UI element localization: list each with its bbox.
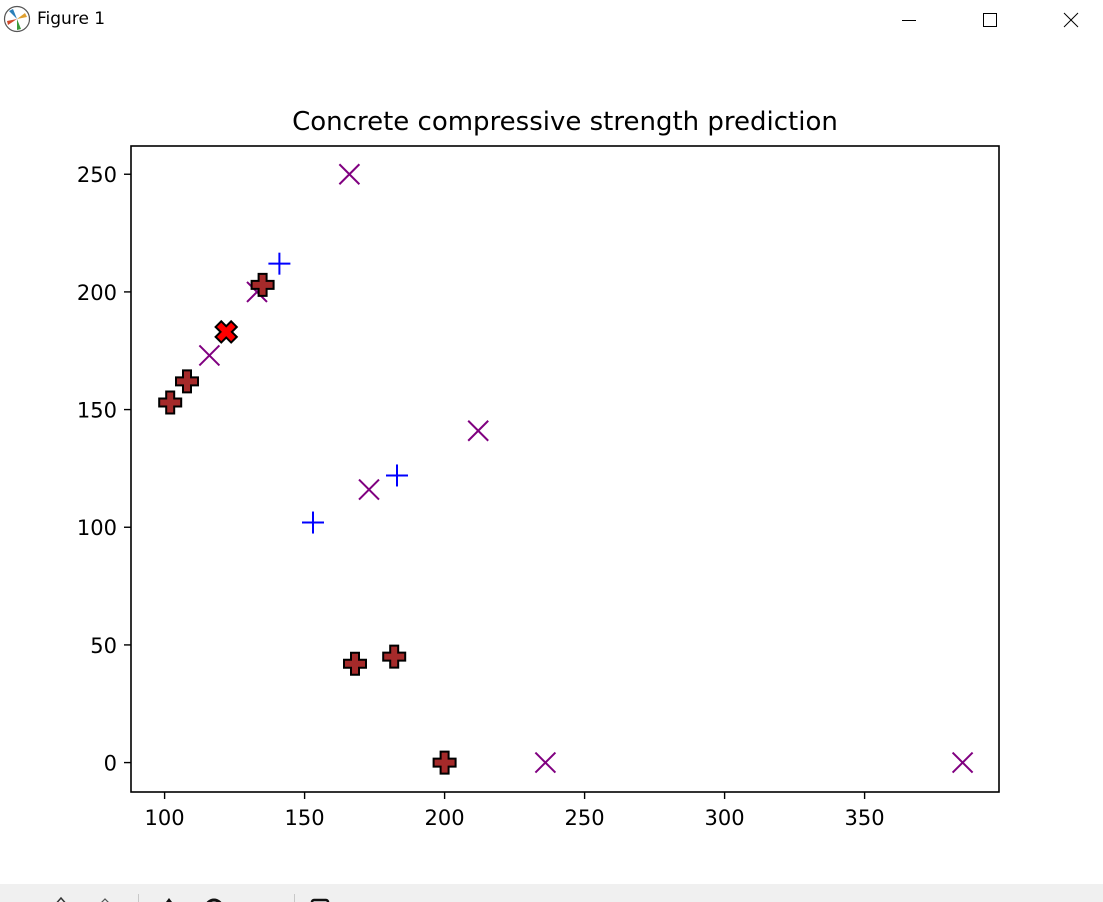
back-icon[interactable]: [94, 896, 116, 902]
matplotlib-logo-icon: [3, 5, 31, 33]
close-icon: [1063, 12, 1079, 28]
x-marker: [951, 751, 974, 774]
save-icon[interactable]: [309, 896, 331, 902]
plot-area-frame: [130, 145, 1000, 793]
x-marker: [198, 344, 221, 367]
x-tick-label: 250: [565, 806, 605, 830]
x-marker: [338, 163, 361, 185]
filled-plus-marker: [175, 369, 199, 394]
axis-ticks: 100 150 200 250 300 350 0 50 100 150 200 250: [77, 163, 885, 830]
figure-toolbar: [0, 884, 1103, 902]
data-markers: [158, 163, 974, 775]
y-tick-label: 200: [77, 281, 117, 305]
maximize-icon: [983, 13, 997, 27]
home-icon[interactable]: [50, 896, 72, 902]
filled-plus-marker: [250, 272, 275, 297]
filled-plus-marker: [382, 644, 407, 669]
x-tick-label: 350: [845, 806, 885, 830]
x-tick-label: 300: [705, 806, 745, 830]
filled-x-marker: [214, 319, 239, 344]
y-tick-label: 50: [90, 634, 117, 658]
minimize-button[interactable]: [869, 0, 949, 40]
close-button[interactable]: [1031, 0, 1103, 40]
x-marker: [534, 751, 557, 774]
filled-plus-marker: [158, 390, 183, 415]
y-tick-label: 250: [77, 163, 117, 187]
y-tick-label: 0: [104, 752, 117, 776]
chart-title: Concrete compressive strength prediction: [292, 107, 838, 137]
x-tick-label: 150: [285, 806, 325, 830]
toolbar-separator: [138, 894, 139, 902]
y-tick-label: 100: [77, 516, 117, 540]
x-marker: [358, 478, 380, 501]
x-tick-label: 100: [145, 806, 185, 830]
window-titlebar: Figure 1: [0, 0, 1103, 40]
plus-marker: [302, 511, 324, 534]
plus-marker: [386, 464, 408, 487]
x-marker: [467, 420, 489, 442]
x-tick-label: 200: [425, 806, 465, 830]
window-title: Figure 1: [37, 9, 106, 29]
zoom-icon[interactable]: [203, 896, 225, 902]
maximize-button[interactable]: [950, 0, 1030, 40]
toolbar-separator: [294, 894, 295, 902]
scatter-chart: Concrete compressive strength prediction…: [77, 107, 1000, 830]
pan-icon[interactable]: [158, 896, 180, 902]
filled-plus-marker: [343, 651, 367, 676]
y-tick-label: 150: [77, 399, 117, 423]
filled-plus-marker: [432, 750, 457, 775]
minimize-icon: [902, 20, 916, 21]
plus-marker: [268, 252, 291, 275]
